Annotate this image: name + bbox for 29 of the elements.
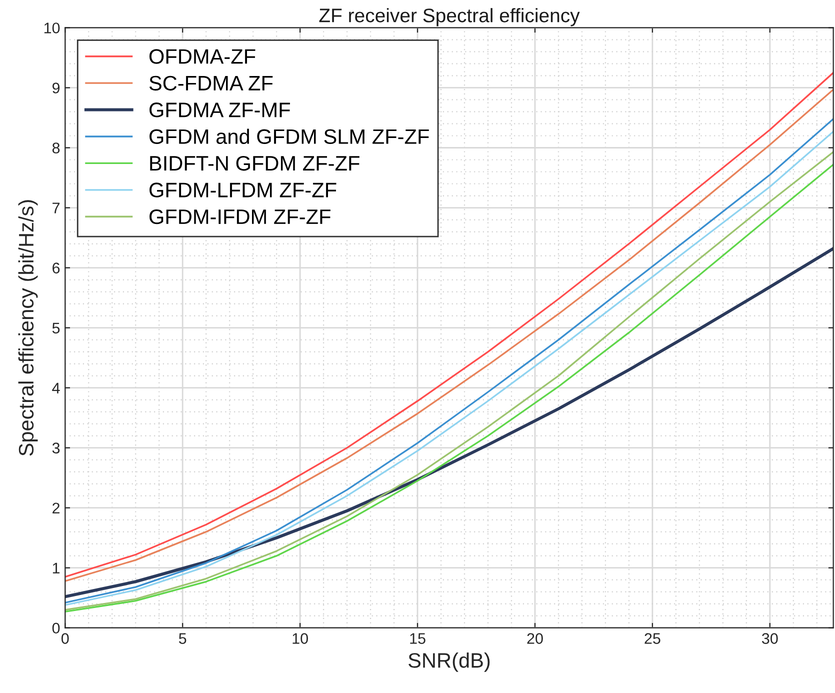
y-tick-label: 3 xyxy=(52,442,60,454)
x-tick-label: 10 xyxy=(292,633,308,644)
y-tick-label: 0 xyxy=(52,622,60,634)
x-tick-label: 25 xyxy=(644,633,660,644)
y-tick-label: 5 xyxy=(52,322,60,334)
legend-label: GFDMA ZF-MF xyxy=(150,102,290,118)
x-tick-label: 20 xyxy=(527,633,543,644)
x-tick-label: 5 xyxy=(178,633,186,644)
line-series xyxy=(65,247,834,598)
y-tick-label: 4 xyxy=(52,382,60,394)
x-tick-label: 15 xyxy=(410,633,426,644)
y-tick-label: 6 xyxy=(52,262,60,274)
legend-label: OFDMA-ZF xyxy=(149,49,256,64)
x-tick-label: 0 xyxy=(61,633,69,644)
y-tick-label: 7 xyxy=(52,202,60,214)
y-tick-label: 2 xyxy=(52,502,60,514)
y-tick-label: 1 xyxy=(52,562,60,574)
legend-label: SC-FDMA ZF xyxy=(149,76,273,91)
y-tick-label: 9 xyxy=(52,82,60,94)
y-axis-title: Spectral efficiency (bit/Hz/s) xyxy=(18,200,38,456)
legend-label: GFDM and GFDM SLM ZF-ZF xyxy=(150,128,429,144)
legend-label: GFDM-LFDM ZF-ZF xyxy=(150,182,336,198)
y-tick-label: 8 xyxy=(52,142,60,154)
y-tick-label: 10 xyxy=(44,22,60,34)
legend-label: GFDM-IFDM ZF-ZF xyxy=(150,209,330,224)
legend-label: BIDFT-N GFDM ZF-ZF xyxy=(150,156,360,171)
x-tick-label: 30 xyxy=(762,633,778,644)
x-axis-title: SNR(dB) xyxy=(408,652,490,672)
chart-title: ZF receiver Spectral efficiency xyxy=(319,8,580,26)
